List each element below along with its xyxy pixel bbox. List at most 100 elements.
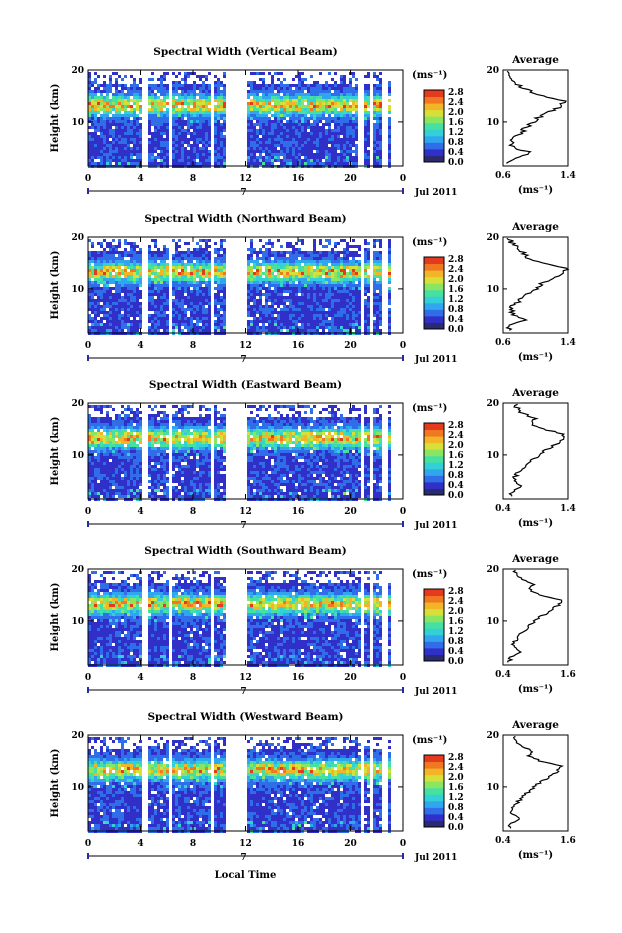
heatmap-cell bbox=[343, 317, 346, 320]
heatmap-cell bbox=[277, 254, 280, 257]
heatmap-cell bbox=[163, 254, 166, 257]
colorbar-tick: 1.2 bbox=[448, 128, 464, 138]
heatmap-cell bbox=[379, 239, 382, 242]
heatmap-cell bbox=[91, 296, 94, 299]
heatmap-cell bbox=[160, 99, 163, 102]
heatmap-cell bbox=[190, 320, 193, 323]
heatmap-cell bbox=[100, 108, 103, 111]
heatmap-cell bbox=[268, 254, 271, 257]
heatmap-cell bbox=[283, 308, 286, 311]
heatmap-cell bbox=[121, 326, 124, 329]
heatmap-cell bbox=[277, 281, 280, 284]
heatmap-cell bbox=[283, 102, 286, 105]
heatmap-cell bbox=[199, 114, 202, 117]
heatmap-cell bbox=[295, 156, 298, 159]
heatmap-cell bbox=[253, 311, 256, 314]
heatmap-cell bbox=[217, 135, 220, 138]
heatmap-cell bbox=[106, 260, 109, 263]
heatmap-cell bbox=[97, 326, 100, 329]
heatmap-cell bbox=[247, 159, 250, 162]
heatmap-cell bbox=[106, 302, 109, 305]
heatmap-cell bbox=[253, 126, 256, 129]
heatmap-cell bbox=[127, 311, 130, 314]
heatmap-cell bbox=[163, 144, 166, 147]
heatmap-cell bbox=[250, 305, 253, 308]
heatmap-cell bbox=[115, 138, 118, 141]
heatmap-cell bbox=[97, 278, 100, 281]
heatmap-cell bbox=[181, 129, 184, 132]
heatmap-cell bbox=[352, 114, 355, 117]
heatmap-cell bbox=[178, 150, 181, 153]
heatmap-cell bbox=[367, 72, 370, 75]
heatmap-cell bbox=[124, 260, 127, 263]
heatmap-cell bbox=[313, 135, 316, 138]
heatmap-cell bbox=[271, 90, 274, 93]
heatmap-cell bbox=[133, 78, 136, 81]
heatmap-cell bbox=[376, 162, 379, 165]
heatmap-cell bbox=[193, 135, 196, 138]
heatmap-cell bbox=[193, 323, 196, 326]
heatmap-cell bbox=[367, 257, 370, 260]
heatmap-cell bbox=[100, 320, 103, 323]
heatmap-cell bbox=[364, 251, 367, 254]
heatmap-cell bbox=[307, 293, 310, 296]
heatmap-cell bbox=[106, 257, 109, 260]
heatmap-cell bbox=[340, 305, 343, 308]
heatmap-cell bbox=[148, 320, 151, 323]
heatmap-cell bbox=[331, 93, 334, 96]
heatmap-cell bbox=[154, 141, 157, 144]
panel-title: Spectral Width (Northward Beam) bbox=[144, 213, 346, 225]
heatmap-cell bbox=[331, 308, 334, 311]
heatmap-cell bbox=[178, 272, 181, 275]
heatmap-cell bbox=[307, 159, 310, 162]
heatmap-cell bbox=[121, 329, 124, 332]
heatmap-cell bbox=[271, 260, 274, 263]
heatmap-cell bbox=[307, 162, 310, 165]
heatmap-cell bbox=[124, 251, 127, 254]
heatmap-cell bbox=[364, 293, 367, 296]
heatmap-cell bbox=[313, 141, 316, 144]
heatmap-cell bbox=[325, 317, 328, 320]
heatmap-cell bbox=[139, 156, 142, 159]
heatmap-cell bbox=[265, 326, 268, 329]
heatmap-cell bbox=[346, 317, 349, 320]
heatmap-cell bbox=[124, 242, 127, 245]
heatmap-cell bbox=[157, 144, 160, 147]
heatmap-cell bbox=[97, 314, 100, 317]
heatmap-cell bbox=[97, 90, 100, 93]
heatmap-cell bbox=[379, 329, 382, 332]
heatmap-cell bbox=[316, 305, 319, 308]
heatmap-cell bbox=[334, 156, 337, 159]
heatmap-cell bbox=[316, 108, 319, 111]
heatmap-cell bbox=[346, 314, 349, 317]
heatmap-cell bbox=[358, 263, 361, 266]
heatmap-cell bbox=[199, 162, 202, 165]
heatmap-cell bbox=[205, 93, 208, 96]
heatmap-cell bbox=[202, 305, 205, 308]
heatmap-cell bbox=[310, 144, 313, 147]
heatmap-cell bbox=[136, 90, 139, 93]
heatmap-cell bbox=[376, 90, 379, 93]
heatmap-cell bbox=[106, 281, 109, 284]
heatmap-cell bbox=[178, 72, 181, 75]
heatmap-cell bbox=[103, 317, 106, 320]
heatmap-cell bbox=[178, 117, 181, 120]
heatmap-cell bbox=[265, 102, 268, 105]
heatmap-cell bbox=[319, 317, 322, 320]
heatmap-cell bbox=[208, 329, 211, 332]
heatmap-cell bbox=[256, 84, 259, 87]
heatmap-cell bbox=[319, 90, 322, 93]
heatmap-cell bbox=[214, 90, 217, 93]
heatmap-cell bbox=[388, 302, 391, 305]
heatmap-cell bbox=[154, 111, 157, 114]
heatmap-cell bbox=[343, 296, 346, 299]
heatmap-cell bbox=[217, 156, 220, 159]
heatmap-cell bbox=[274, 135, 277, 138]
heatmap-cell bbox=[307, 120, 310, 123]
heatmap-cell bbox=[172, 326, 175, 329]
heatmap-cell bbox=[109, 260, 112, 263]
heatmap-cell bbox=[151, 78, 154, 81]
heatmap-cell bbox=[307, 126, 310, 129]
heatmap-cell bbox=[292, 305, 295, 308]
heatmap-cell bbox=[346, 120, 349, 123]
